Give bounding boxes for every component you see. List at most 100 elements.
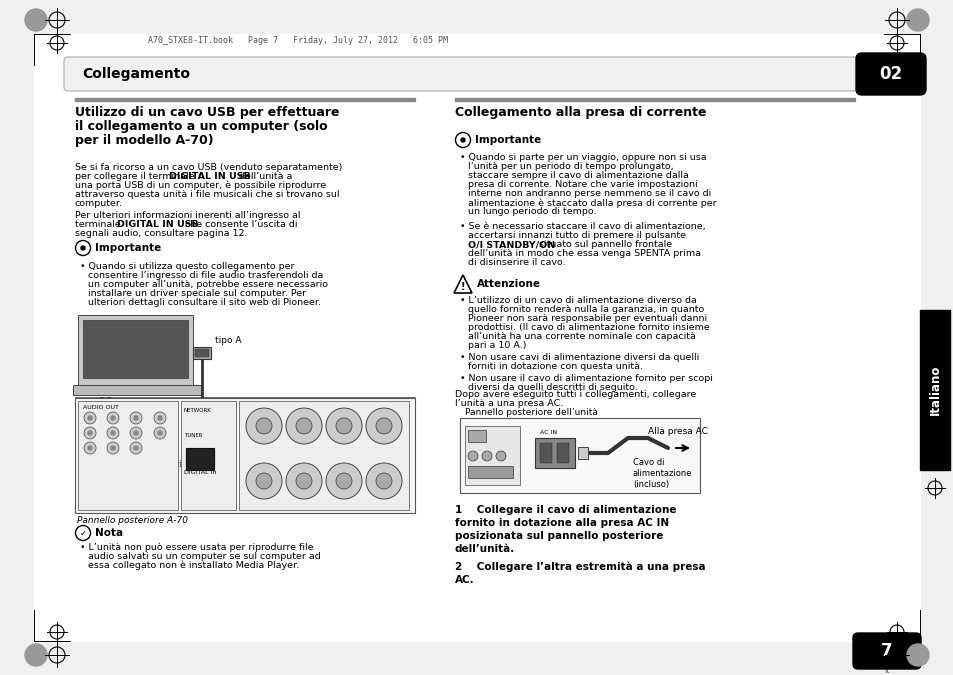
- Circle shape: [246, 463, 282, 499]
- Text: ✓: ✓: [79, 529, 87, 537]
- Circle shape: [107, 427, 119, 439]
- Text: NETWORK: NETWORK: [184, 408, 212, 413]
- Text: un lungo periodo di tempo.: un lungo periodo di tempo.: [468, 207, 596, 216]
- Text: un computer all’unità, potrebbe essere necessario: un computer all’unità, potrebbe essere n…: [88, 280, 328, 289]
- Text: DIGITAL IN USB: DIGITAL IN USB: [117, 220, 198, 229]
- Text: Pioneer non sarà responsabile per eventuali danni: Pioneer non sarà responsabile per eventu…: [468, 314, 706, 323]
- Text: Collegamento alla presa di corrente: Collegamento alla presa di corrente: [455, 106, 706, 119]
- Circle shape: [496, 451, 505, 461]
- Text: attraverso questa unità i file musicali che si trovano sul: attraverso questa unità i file musicali …: [75, 190, 339, 199]
- Text: l’unità per un periodo di tempo prolungato,: l’unità per un periodo di tempo prolunga…: [468, 162, 673, 171]
- Bar: [557, 443, 568, 463]
- Circle shape: [906, 9, 928, 31]
- Circle shape: [295, 418, 312, 434]
- Text: pari a 10 A.): pari a 10 A.): [468, 341, 526, 350]
- Text: dell’unità.: dell’unità.: [455, 544, 515, 554]
- Text: Utilizzo di un cavo USB per effettuare: Utilizzo di un cavo USB per effettuare: [75, 106, 339, 119]
- Text: posizionata sul pannello posteriore: posizionata sul pannello posteriore: [455, 531, 662, 541]
- Text: O/I STANDBY/ON: O/I STANDBY/ON: [468, 240, 555, 249]
- Circle shape: [111, 416, 115, 420]
- Circle shape: [460, 138, 464, 142]
- Text: Se si fa ricorso a un cavo USB (venduto separatamente): Se si fa ricorso a un cavo USB (venduto …: [75, 163, 342, 172]
- Text: consentire l’ingresso di file audio trasferendoli da: consentire l’ingresso di file audio tras…: [88, 271, 323, 280]
- Text: DIGITAL In: DIGITAL In: [184, 470, 216, 475]
- Text: forniti in dotazione con questa unità.: forniti in dotazione con questa unità.: [468, 362, 642, 371]
- Circle shape: [130, 427, 142, 439]
- Circle shape: [295, 473, 312, 489]
- Circle shape: [158, 416, 162, 420]
- Bar: [194, 349, 209, 357]
- Text: Italiano: Italiano: [927, 364, 941, 415]
- Text: Cavo USB: Cavo USB: [198, 417, 242, 426]
- Circle shape: [286, 463, 322, 499]
- Circle shape: [906, 644, 928, 666]
- Circle shape: [326, 463, 361, 499]
- Bar: [186, 450, 213, 468]
- Circle shape: [81, 246, 85, 250]
- Text: interne non andranno perse nemmeno se il cavo di: interne non andranno perse nemmeno se il…: [468, 189, 711, 198]
- Text: audio salvati su un computer se sul computer ad: audio salvati su un computer se sul comp…: [88, 552, 320, 561]
- Circle shape: [375, 473, 392, 489]
- Circle shape: [107, 412, 119, 424]
- Circle shape: [335, 473, 352, 489]
- Bar: [578, 447, 587, 459]
- Text: Importante: Importante: [95, 243, 161, 253]
- Bar: [181, 401, 235, 510]
- Circle shape: [468, 451, 477, 461]
- Circle shape: [255, 418, 272, 434]
- Text: diversi da quelli descritti di seguito.: diversi da quelli descritti di seguito.: [468, 383, 638, 392]
- Text: situato sul pannello frontale: situato sul pannello frontale: [536, 240, 672, 249]
- Circle shape: [153, 427, 166, 439]
- Text: quello fornito renderà nulla la garanzia, in quanto: quello fornito renderà nulla la garanzia…: [468, 305, 703, 314]
- Text: accertarsi innanzi tutto di premere il pulsante: accertarsi innanzi tutto di premere il p…: [468, 231, 685, 240]
- Text: 02: 02: [879, 65, 902, 83]
- Text: 1    Collegare il cavo di alimentazione: 1 Collegare il cavo di alimentazione: [455, 505, 676, 515]
- Circle shape: [366, 463, 401, 499]
- Text: !: !: [460, 282, 465, 292]
- Bar: [75, 398, 415, 513]
- Text: DIGITAL IN USB: DIGITAL IN USB: [169, 172, 251, 181]
- FancyBboxPatch shape: [64, 57, 867, 91]
- Circle shape: [366, 408, 401, 444]
- Circle shape: [326, 408, 361, 444]
- Circle shape: [84, 412, 96, 424]
- Text: una porta USB di un computer, è possibile riprodurre: una porta USB di un computer, è possibil…: [75, 181, 326, 190]
- Text: • L’utilizzo di un cavo di alimentazione diverso da: • L’utilizzo di un cavo di alimentazione…: [459, 296, 696, 305]
- Circle shape: [84, 442, 96, 454]
- Circle shape: [88, 446, 91, 450]
- Text: alimentazione è staccato dalla presa di corrente per: alimentazione è staccato dalla presa di …: [468, 198, 716, 207]
- Text: Importante: Importante: [475, 135, 540, 145]
- Text: Alla presa AC: Alla presa AC: [647, 427, 707, 436]
- Text: • Quando si utilizza questo collegamento per: • Quando si utilizza questo collegamento…: [80, 262, 294, 271]
- Text: ulteriori dettagli consultare il sito web di Pioneer.: ulteriori dettagli consultare il sito we…: [88, 298, 320, 307]
- Bar: [468, 430, 485, 442]
- Text: PC: PC: [98, 397, 112, 407]
- Circle shape: [133, 446, 138, 450]
- Text: tipo B: tipo B: [175, 460, 202, 469]
- Circle shape: [111, 446, 115, 450]
- Text: it: it: [883, 666, 889, 675]
- Text: AUDIO OUT: AUDIO OUT: [83, 405, 119, 410]
- Text: Pannello posteriore A-70: Pannello posteriore A-70: [77, 516, 188, 525]
- Text: essa collegato non è installato Media Player.: essa collegato non è installato Media Pl…: [88, 561, 299, 570]
- Text: prodottisi. (Il cavo di alimentazione fornito insieme: prodottisi. (Il cavo di alimentazione fo…: [468, 323, 709, 332]
- Bar: [239, 401, 409, 510]
- Circle shape: [88, 416, 91, 420]
- Text: • Se è necessario staccare il cavo di alimentazione,: • Se è necessario staccare il cavo di al…: [459, 222, 705, 231]
- Circle shape: [88, 431, 91, 435]
- FancyBboxPatch shape: [855, 53, 925, 95]
- Text: fornito in dotazione alla presa AC IN: fornito in dotazione alla presa AC IN: [455, 518, 668, 528]
- Text: Pannello posteriore dell’unità: Pannello posteriore dell’unità: [464, 408, 598, 417]
- Circle shape: [130, 412, 142, 424]
- Text: computer.: computer.: [75, 199, 123, 208]
- Text: (venduto separatamente): (venduto separatamente): [190, 427, 306, 436]
- Text: • Quando si parte per un viaggio, oppure non si usa: • Quando si parte per un viaggio, oppure…: [459, 153, 706, 162]
- Circle shape: [130, 442, 142, 454]
- Text: presa di corrente. Notare che varie impostazioni: presa di corrente. Notare che varie impo…: [468, 180, 697, 189]
- Circle shape: [375, 418, 392, 434]
- Text: dell’unità in modo che essa venga SPENTA prima: dell’unità in modo che essa venga SPENTA…: [468, 249, 700, 258]
- Text: Attenzione: Attenzione: [476, 279, 540, 289]
- Text: 7: 7: [881, 642, 892, 660]
- Circle shape: [335, 418, 352, 434]
- Bar: [535, 438, 575, 468]
